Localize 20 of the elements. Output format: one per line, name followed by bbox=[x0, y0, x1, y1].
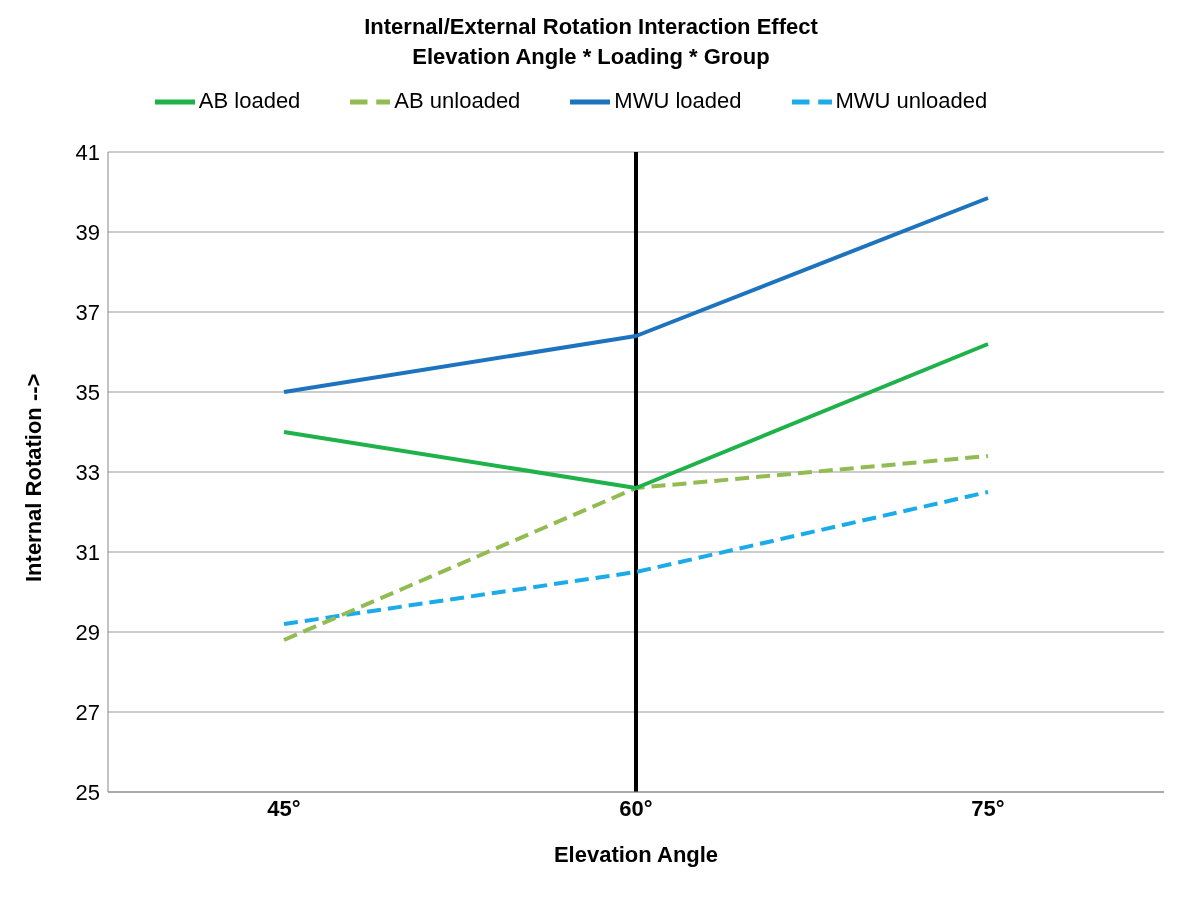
legend-label: MWU loaded bbox=[614, 87, 742, 113]
legend-label: AB unloaded bbox=[394, 87, 521, 113]
y-tick-label: 39 bbox=[75, 219, 100, 245]
y-tick-label: 31 bbox=[75, 539, 100, 565]
y-tick-label: 37 bbox=[75, 299, 100, 325]
y-axis-title: Internal Rotation --> bbox=[20, 373, 46, 582]
x-tick-label: 60° bbox=[619, 795, 653, 821]
y-tick-label: 29 bbox=[75, 619, 100, 645]
x-tick-label: 75° bbox=[971, 795, 1005, 821]
y-tick-label: 35 bbox=[75, 379, 100, 405]
y-tick-label: 25 bbox=[75, 779, 100, 805]
y-tick-label: 33 bbox=[75, 459, 100, 485]
legend-label: AB loaded bbox=[198, 87, 301, 113]
chart-title: Internal/External Rotation Interaction Effect bbox=[363, 13, 819, 41]
y-tick-label: 41 bbox=[75, 139, 100, 165]
x-axis-title: Elevation Angle bbox=[553, 842, 719, 867]
x-tick-label: 45° bbox=[267, 795, 301, 821]
legend-label: MWU unloaded bbox=[835, 87, 988, 113]
y-tick-label: 27 bbox=[75, 699, 100, 725]
chart-subtitle: Elevation Angle * Loading * Group bbox=[411, 43, 771, 71]
